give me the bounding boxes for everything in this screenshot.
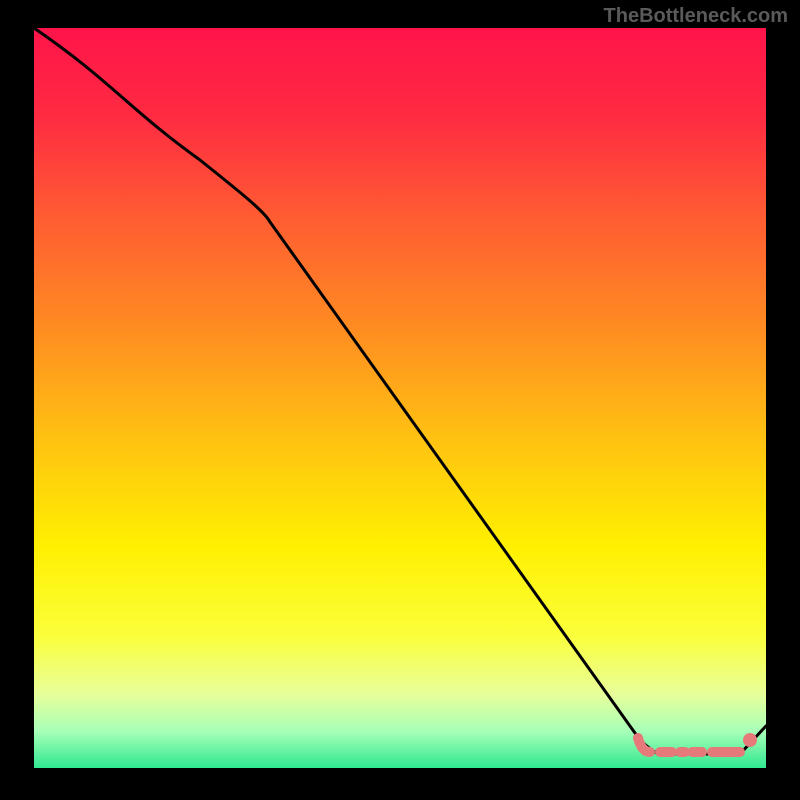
bottleneck-chart: TheBottleneck.com	[0, 0, 800, 800]
attribution-label: TheBottleneck.com	[604, 5, 788, 28]
plot-background	[34, 28, 766, 768]
chart-svg	[0, 0, 800, 800]
